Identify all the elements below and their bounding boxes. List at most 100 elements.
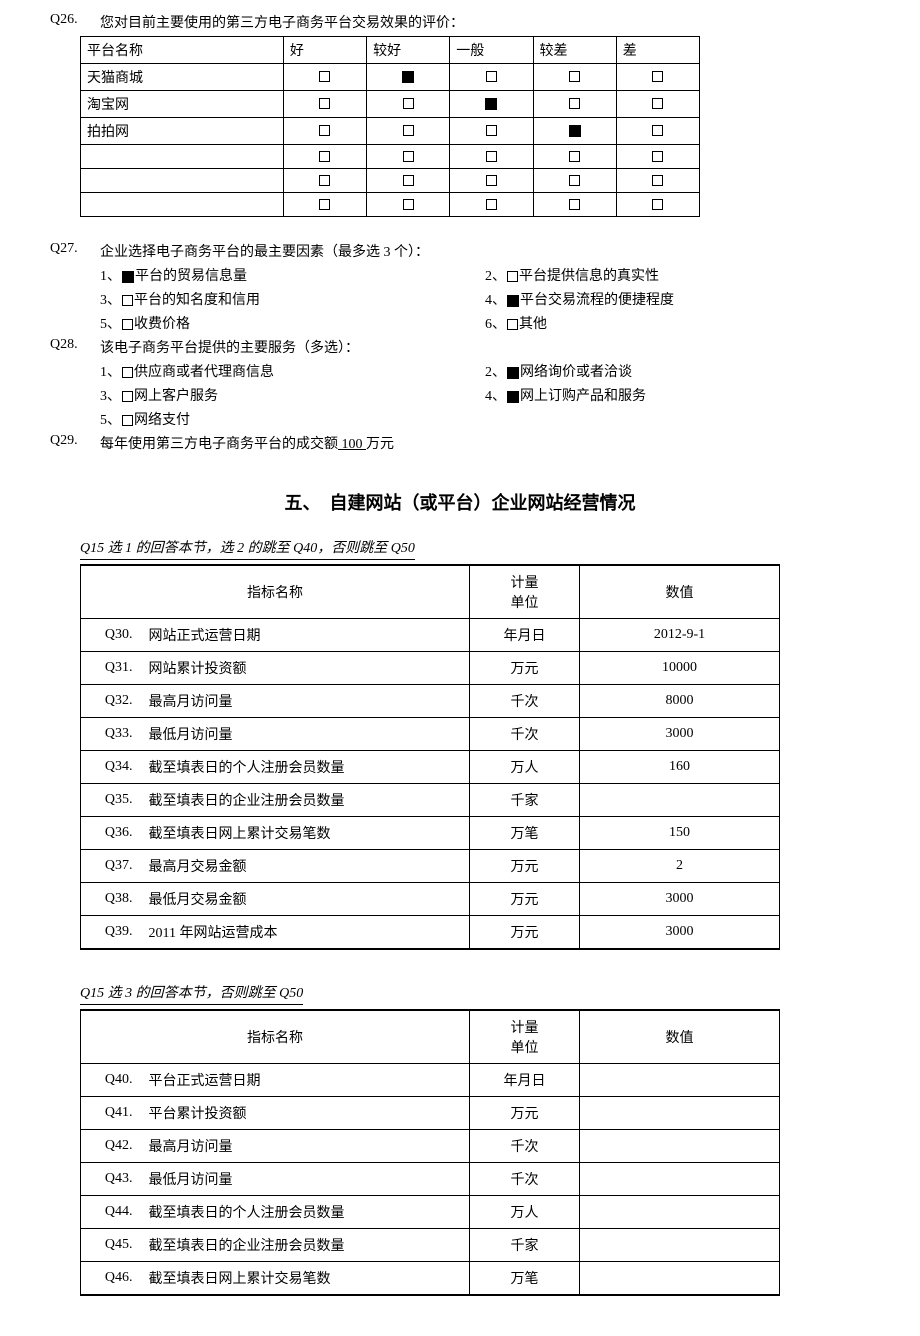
option[interactable]: 3、平台的知名度和信用 <box>100 289 485 309</box>
metric-value <box>580 784 780 817</box>
rating-cell[interactable] <box>450 193 533 217</box>
option[interactable]: 6、其他 <box>485 313 870 333</box>
checkbox-empty-icon <box>569 71 580 82</box>
metric-qnum: Q45. <box>81 1229 141 1262</box>
option[interactable]: 3、网上客户服务 <box>100 385 485 405</box>
option[interactable]: 4、网上订购产品和服务 <box>485 385 870 405</box>
metric-qnum: Q35. <box>81 784 141 817</box>
q26-header: 较好 <box>367 37 450 64</box>
option[interactable]: 2、网络询价或者洽谈 <box>485 361 870 381</box>
metric-value: 8000 <box>580 685 780 718</box>
option[interactable]: 4、平台交易流程的便捷程度 <box>485 289 870 309</box>
rating-cell[interactable] <box>450 118 533 145</box>
rating-cell[interactable] <box>367 91 450 118</box>
option[interactable]: 2、平台提供信息的真实性 <box>485 265 870 285</box>
rating-cell[interactable] <box>616 64 699 91</box>
rating-cell[interactable] <box>533 64 616 91</box>
checkbox-empty-icon <box>652 151 663 162</box>
metric-unit: 万元 <box>470 850 580 883</box>
metric-value: 150 <box>580 817 780 850</box>
rating-cell[interactable] <box>450 64 533 91</box>
rating-cell[interactable] <box>450 145 533 169</box>
q29-post: 万元 <box>366 437 394 452</box>
q26-header: 好 <box>283 37 366 64</box>
metric-name: 平台正式运营日期 <box>141 1064 470 1097</box>
metric-name: 截至填表日网上累计交易笔数 <box>141 1262 470 1296</box>
metric-name: 平台累计投资额 <box>141 1097 470 1130</box>
checkbox-empty-icon <box>569 199 580 210</box>
rating-cell[interactable] <box>450 169 533 193</box>
rating-cell[interactable] <box>367 118 450 145</box>
option[interactable]: 1、供应商或者代理商信息 <box>100 361 485 381</box>
metric-qnum: Q40. <box>81 1064 141 1097</box>
rating-cell[interactable] <box>616 91 699 118</box>
checkbox-filled-icon <box>507 391 519 403</box>
q26-header: 平台名称 <box>81 37 284 64</box>
metric-value <box>580 1229 780 1262</box>
metric-unit: 万笔 <box>470 817 580 850</box>
rating-cell[interactable] <box>616 193 699 217</box>
rating-cell[interactable] <box>283 118 366 145</box>
platform-name: 拍拍网 <box>81 118 284 145</box>
option-text: 供应商或者代理商信息 <box>134 365 274 380</box>
note2: Q15 选 3 的回答本节，否则跳至 Q50 <box>80 982 303 1005</box>
rating-cell[interactable] <box>616 169 699 193</box>
rating-cell[interactable] <box>367 169 450 193</box>
rating-cell[interactable] <box>533 169 616 193</box>
rating-cell[interactable] <box>367 64 450 91</box>
checkbox-empty-icon <box>507 271 518 282</box>
checkbox-empty-icon <box>652 98 663 109</box>
rating-cell[interactable] <box>533 91 616 118</box>
checkbox-empty-icon <box>319 199 330 210</box>
checkbox-filled-icon <box>485 98 497 110</box>
metric-unit: 千次 <box>470 718 580 751</box>
metric-value <box>580 1130 780 1163</box>
option[interactable]: 5、网络支付 <box>100 409 485 429</box>
rating-cell[interactable] <box>533 145 616 169</box>
metric-name: 截至填表日的个人注册会员数量 <box>141 751 470 784</box>
checkbox-empty-icon <box>486 125 497 136</box>
checkbox-empty-icon <box>403 98 414 109</box>
checkbox-empty-icon <box>122 319 133 330</box>
checkbox-empty-icon <box>319 151 330 162</box>
option-number: 5、 <box>100 413 121 428</box>
q29-row: Q29. 每年使用第三方电子商务平台的成交额 100 万元 <box>50 433 870 453</box>
metrics-header-value: 数值 <box>580 1010 780 1064</box>
metric-value <box>580 1262 780 1296</box>
q26-header: 一般 <box>450 37 533 64</box>
metric-qnum: Q39. <box>81 916 141 950</box>
rating-cell[interactable] <box>283 145 366 169</box>
metric-unit: 年月日 <box>470 619 580 652</box>
rating-cell[interactable] <box>283 193 366 217</box>
option-number: 4、 <box>485 293 506 308</box>
option-number: 2、 <box>485 269 506 284</box>
rating-cell[interactable] <box>450 91 533 118</box>
section5-title: 五、 自建网站（或平台）企业网站经营情况 <box>50 489 870 515</box>
metric-name: 截至填表日的企业注册会员数量 <box>141 1229 470 1262</box>
rating-cell[interactable] <box>616 145 699 169</box>
option[interactable] <box>485 409 870 429</box>
option-number: 1、 <box>100 269 121 284</box>
rating-cell[interactable] <box>283 91 366 118</box>
rating-cell[interactable] <box>367 193 450 217</box>
metric-value <box>580 1097 780 1130</box>
option[interactable]: 5、收费价格 <box>100 313 485 333</box>
option-text: 平台交易流程的便捷程度 <box>520 293 674 308</box>
metric-value: 160 <box>580 751 780 784</box>
platform-name: 淘宝网 <box>81 91 284 118</box>
rating-cell[interactable] <box>533 193 616 217</box>
checkbox-empty-icon <box>319 125 330 136</box>
checkbox-empty-icon <box>486 199 497 210</box>
checkbox-empty-icon <box>122 295 133 306</box>
metric-name: 最高月交易金额 <box>141 850 470 883</box>
metric-unit: 千次 <box>470 1163 580 1196</box>
rating-cell[interactable] <box>533 118 616 145</box>
option-text: 其他 <box>519 317 547 332</box>
option[interactable]: 1、平台的贸易信息量 <box>100 265 485 285</box>
rating-cell[interactable] <box>616 118 699 145</box>
rating-cell[interactable] <box>283 64 366 91</box>
rating-cell[interactable] <box>367 145 450 169</box>
platform-name <box>81 193 284 217</box>
q29-pre: 每年使用第三方电子商务平台的成交额 <box>100 437 338 452</box>
rating-cell[interactable] <box>283 169 366 193</box>
